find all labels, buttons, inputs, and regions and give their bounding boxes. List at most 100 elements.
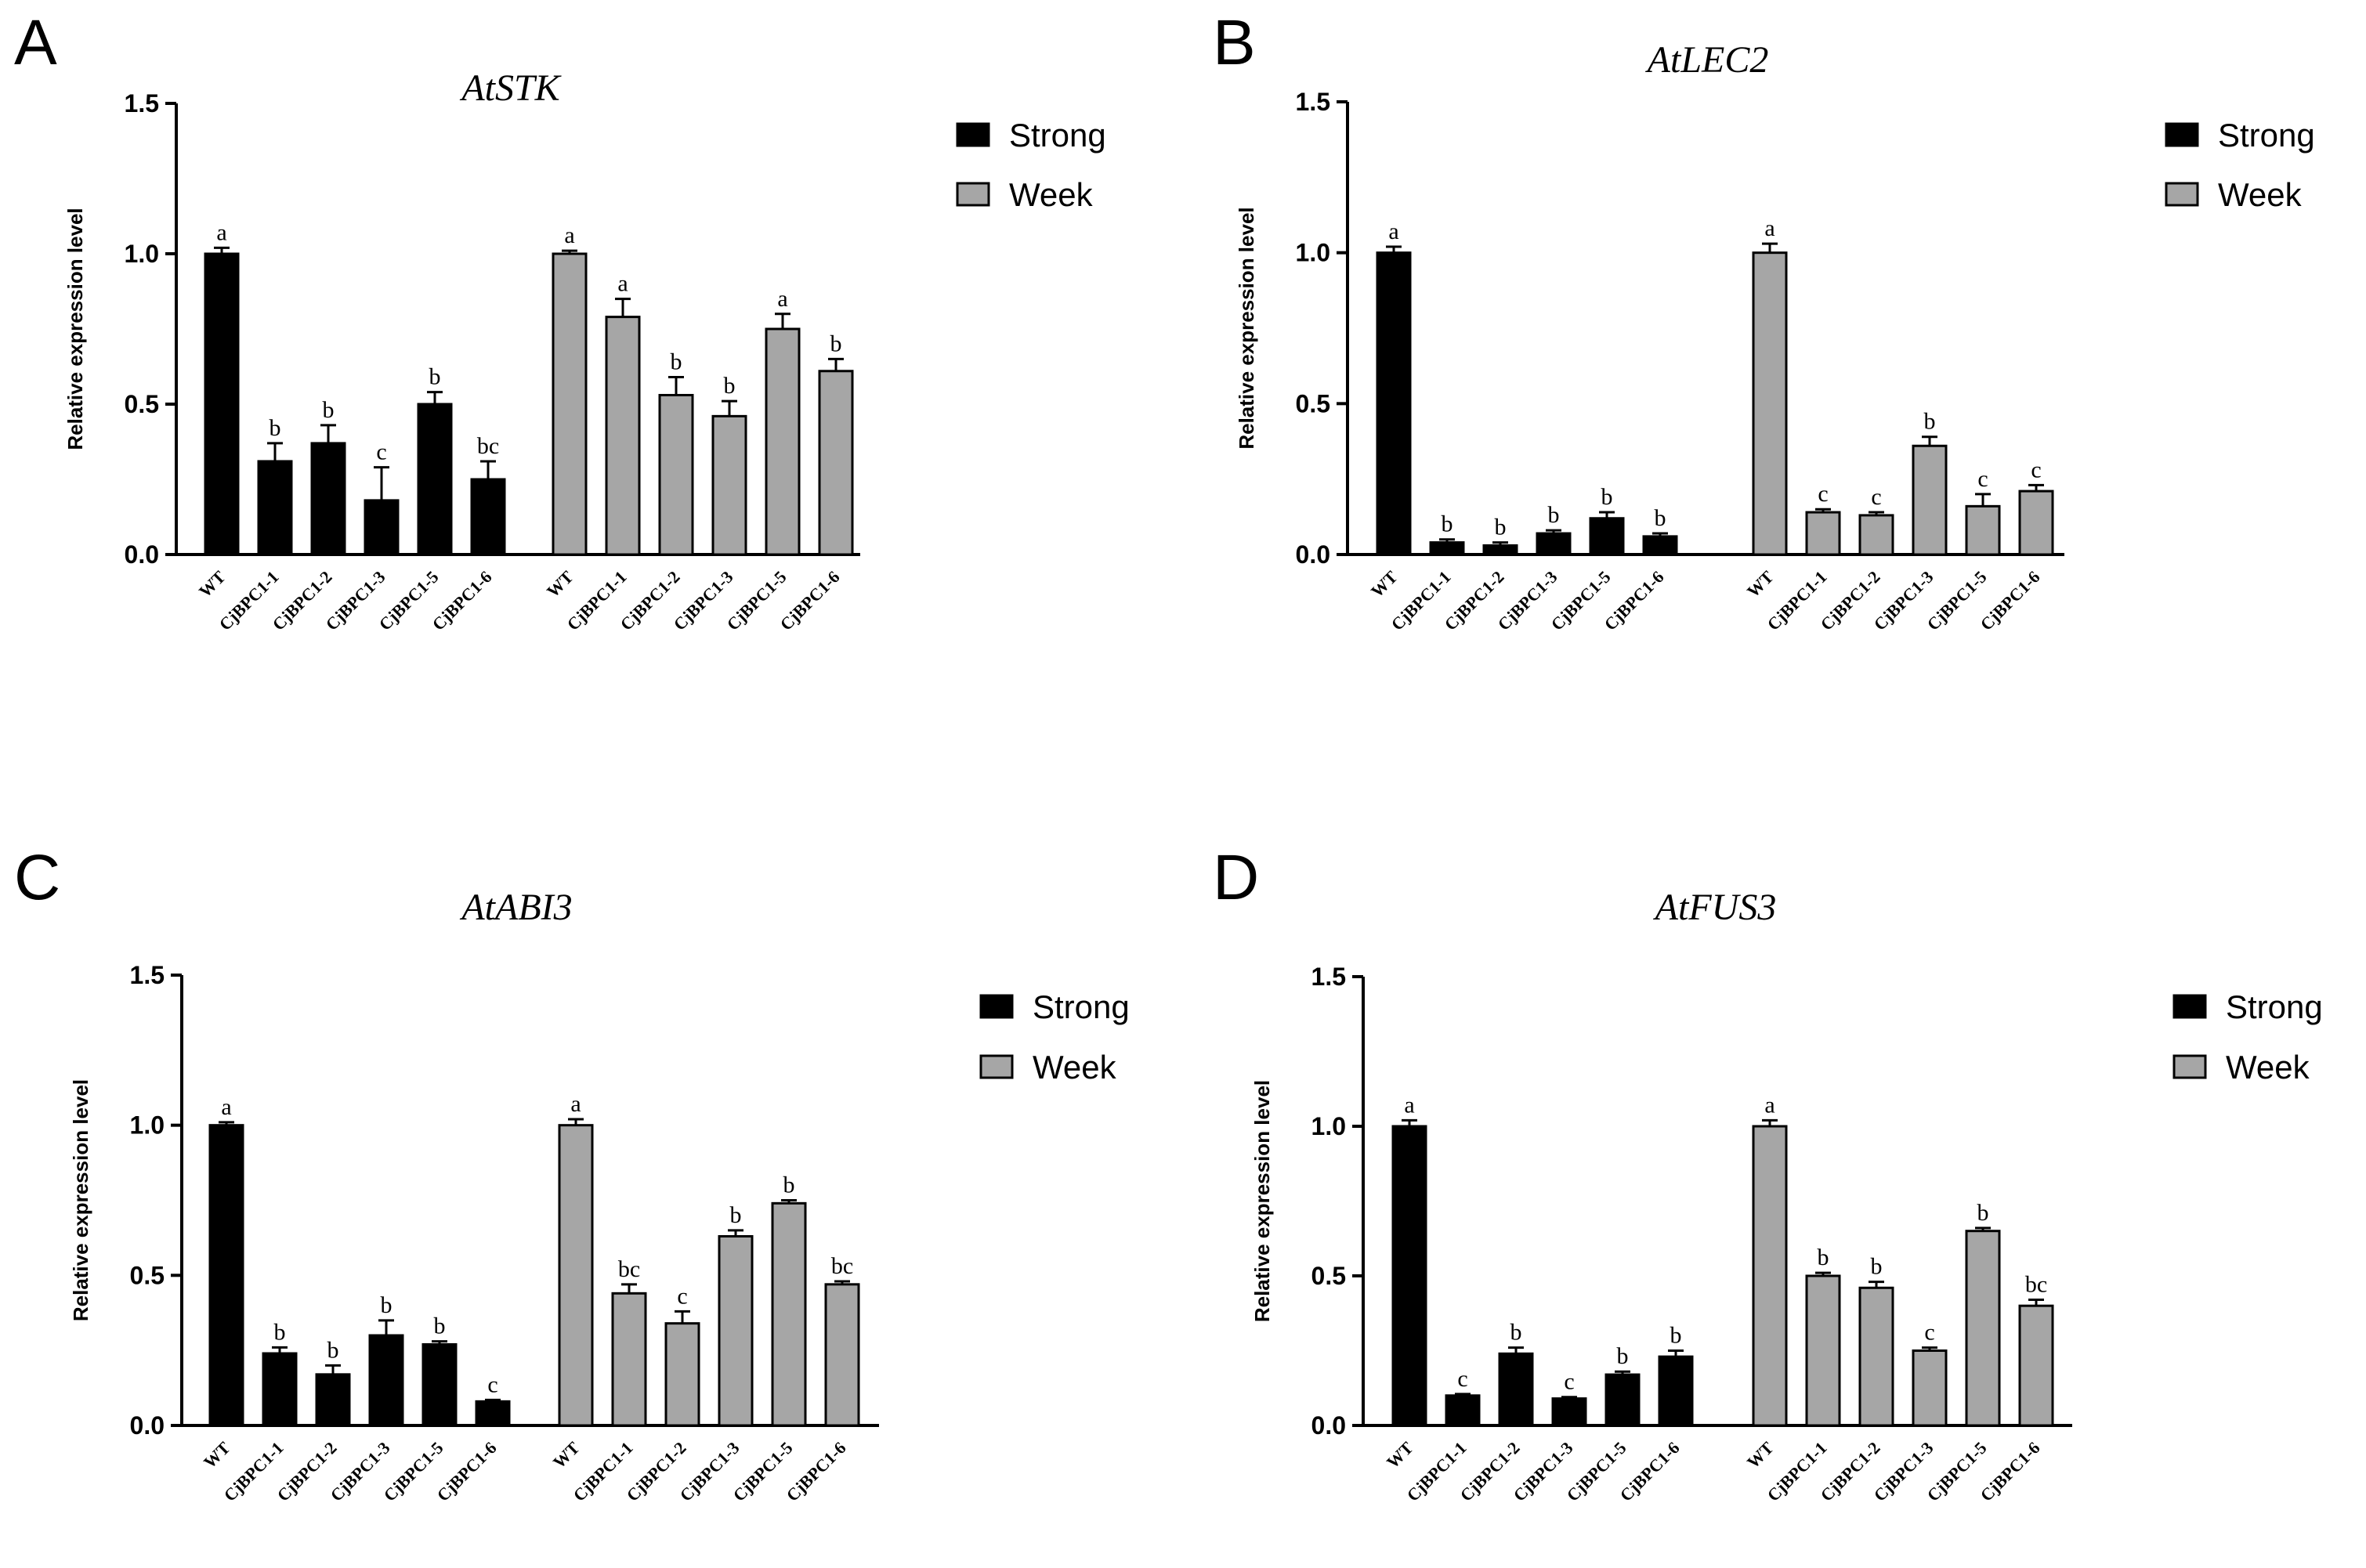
bar <box>558 1124 594 1427</box>
significance-letter: a <box>216 219 226 245</box>
significance-letter: bc <box>618 1256 640 1282</box>
y-tick-label: 1.0 <box>125 240 159 268</box>
legend-swatch-week <box>956 182 990 207</box>
legend-swatch-week <box>2172 1054 2207 1079</box>
bar <box>771 1201 807 1427</box>
significance-letter: c <box>677 1283 687 1309</box>
significance-letter: b <box>381 1292 393 1318</box>
bar <box>1429 541 1465 556</box>
bar <box>315 1373 351 1427</box>
x-tick-label: WT <box>195 567 230 602</box>
bar <box>1445 1394 1481 1427</box>
bar <box>1805 1274 1841 1427</box>
bar <box>257 460 293 556</box>
y-tick-label: 0.0 <box>125 540 159 569</box>
significance-letter: b <box>1871 1254 1883 1280</box>
chart-panel-d: D AtFUS3 Relative expression level 0.0 0.5 1.… <box>1213 842 2323 1505</box>
chart-title: AtLEC2 <box>1645 39 1769 81</box>
y-tick-label: 1.0 <box>1311 1112 1346 1140</box>
panel-letter: A <box>14 7 57 78</box>
legend-swatch-week <box>979 1054 1014 1079</box>
bar <box>1912 1349 1948 1427</box>
y-axis-label: Relative expression level <box>1250 1080 1274 1322</box>
y-tick-label: 1.5 <box>1311 963 1346 991</box>
significance-letter: c <box>376 439 386 465</box>
y-tick-label: 0.5 <box>1311 1262 1346 1290</box>
x-tick-label: WT <box>549 1438 584 1472</box>
x-tick-label: WT <box>1367 567 1402 602</box>
significance-letter: b <box>830 331 842 356</box>
bar <box>1391 1125 1427 1427</box>
significance-letter: c <box>1457 1366 1467 1392</box>
bar <box>2018 1304 2054 1427</box>
y-tick-label: 0.0 <box>1296 540 1330 569</box>
significance-letter: c <box>1564 1369 1574 1395</box>
chart-title: AtFUS3 <box>1653 887 1777 928</box>
bar <box>1376 251 1412 556</box>
bar <box>262 1352 298 1427</box>
significance-letter: b <box>1510 1320 1522 1346</box>
bar <box>658 393 694 556</box>
bar <box>2018 490 2054 556</box>
y-tick-label: 1.5 <box>1296 88 1330 116</box>
legend-label-strong: Strong <box>1033 988 1130 1025</box>
bar <box>417 403 453 556</box>
significance-letter: b <box>1442 511 1453 537</box>
y-tick-label: 0.0 <box>1311 1411 1346 1440</box>
x-tick-label: WT <box>1743 567 1778 602</box>
panel-letter: D <box>1213 842 1259 913</box>
legend-label-strong: Strong <box>2226 988 2323 1025</box>
y-axis-label: Relative expression level <box>63 208 87 450</box>
bar <box>1805 511 1841 556</box>
significance-letter: a <box>570 1091 581 1117</box>
y-tick-label: 1.0 <box>1296 239 1330 267</box>
bar <box>1536 532 1572 556</box>
bar <box>1965 504 2001 556</box>
bar <box>475 1400 511 1427</box>
bar <box>818 370 854 556</box>
y-axis-label: Relative expression level <box>1235 207 1258 449</box>
legend-label-week: Week <box>1033 1049 1117 1086</box>
significance-letter: b <box>1601 484 1613 510</box>
significance-letter: a <box>564 222 574 248</box>
significance-letter: b <box>1924 409 1936 435</box>
legend-label-week: Week <box>1009 176 1094 213</box>
legend-label-strong: Strong <box>1009 117 1106 154</box>
significance-letter: bc <box>2025 1272 2047 1298</box>
legend-label-week: Week <box>2226 1049 2310 1086</box>
significance-letter: b <box>274 1319 286 1345</box>
x-tick-label: WT <box>543 567 577 602</box>
bar <box>470 478 506 556</box>
bar <box>611 1292 647 1427</box>
significance-letter: b <box>1655 505 1666 531</box>
y-tick-label: 1.5 <box>130 961 165 989</box>
significance-letter: b <box>323 397 335 423</box>
significance-letter: b <box>671 349 682 374</box>
chart-panel-c: C AtABI3 Relative expression level 0.0 0.5 1.… <box>14 842 1130 1505</box>
significance-letter: b <box>1670 1323 1682 1349</box>
bar <box>421 1343 458 1427</box>
bar <box>1752 251 1788 556</box>
bar <box>364 499 400 556</box>
significance-letter: b <box>327 1337 339 1363</box>
bar <box>310 442 346 556</box>
significance-letter: a <box>617 271 628 297</box>
legend-label-week: Week <box>2218 176 2303 213</box>
chart-panel-a: A AtSTK Relative expression level 0.0 0.5 1.0… <box>14 7 1106 634</box>
bar <box>368 1334 404 1427</box>
bar <box>1482 544 1518 556</box>
bar <box>718 1235 754 1427</box>
significance-letter: c <box>487 1371 497 1397</box>
bar <box>1858 1286 1894 1427</box>
chart-title: AtABI3 <box>459 887 572 928</box>
bar <box>605 316 641 556</box>
x-tick-label: WT <box>1383 1438 1417 1472</box>
legend-swatch-strong <box>979 994 1014 1019</box>
panel-letter: B <box>1213 7 1256 78</box>
significance-letter: b <box>730 1202 742 1228</box>
x-tick-label: WT <box>200 1438 234 1472</box>
significance-letter: bc <box>831 1253 853 1279</box>
y-tick-label: 1.5 <box>125 89 159 117</box>
bar <box>1642 535 1678 556</box>
significance-letter: b <box>270 415 281 441</box>
